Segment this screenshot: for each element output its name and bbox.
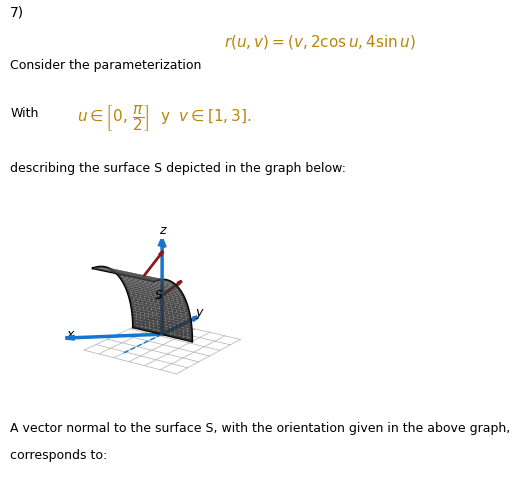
Text: $u \in \left[0,\, \dfrac{\pi}{2}\right]$  y  $v \in [1, 3].$: $u \in \left[0,\, \dfrac{\pi}{2}\right]$…	[77, 103, 252, 133]
Text: $r(u, v) = (v, 2\cos u, 4\sin u)$: $r(u, v) = (v, 2\cos u, 4\sin u)$	[224, 33, 416, 51]
Text: describing the surface S depicted in the graph below:: describing the surface S depicted in the…	[10, 162, 346, 175]
Text: corresponds to:: corresponds to:	[10, 449, 107, 462]
Text: A vector normal to the surface S, with the orientation given in the above graph,: A vector normal to the surface S, with t…	[10, 422, 510, 435]
Text: 7): 7)	[10, 5, 24, 19]
Text: With: With	[10, 106, 39, 120]
Text: Consider the parameterization: Consider the parameterization	[10, 59, 202, 72]
